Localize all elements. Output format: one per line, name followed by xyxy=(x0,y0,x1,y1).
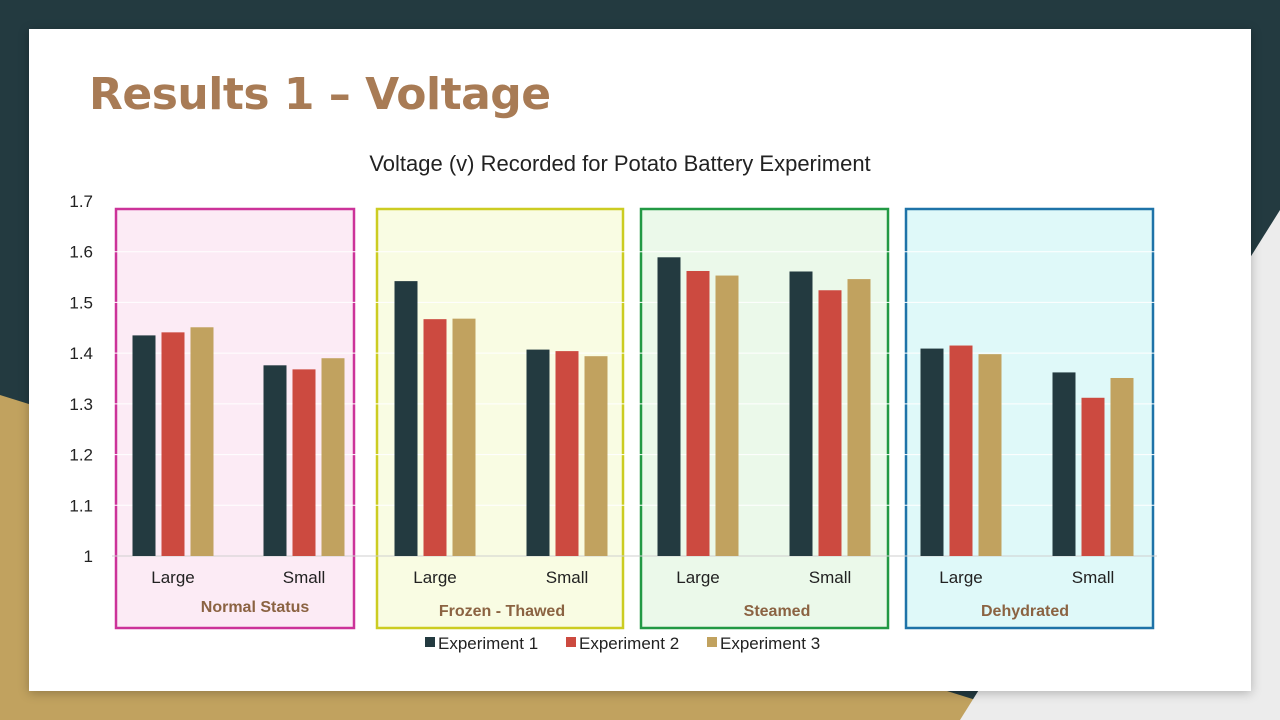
bar-experiment-2 xyxy=(686,270,710,556)
bar-experiment-2 xyxy=(423,319,447,556)
bar-experiment-3 xyxy=(321,358,345,556)
legend-label: Experiment 1 xyxy=(438,634,538,653)
bar-experiment-2 xyxy=(818,290,842,556)
y-tick-label: 1.4 xyxy=(69,344,93,363)
bar-experiment-1 xyxy=(657,257,681,556)
group-panel xyxy=(375,207,625,630)
group-label: Steamed xyxy=(744,603,811,620)
x-tick-label: Large xyxy=(413,568,456,587)
y-tick-label: 1.1 xyxy=(69,496,93,515)
slide-card: Results 1 – Voltage Voltage (v) Recorded… xyxy=(29,29,1251,691)
x-tick-label: Small xyxy=(283,568,326,587)
bar-experiment-1 xyxy=(394,281,418,556)
group-panel xyxy=(639,207,890,630)
x-tick-label: Large xyxy=(676,568,719,587)
bar-experiment-2 xyxy=(1081,397,1105,556)
bar-experiment-2 xyxy=(555,351,579,556)
bar-experiment-2 xyxy=(949,345,973,556)
legend-swatch xyxy=(566,637,576,647)
y-tick-label: 1.3 xyxy=(69,395,93,414)
group-label: Frozen - Thawed xyxy=(439,603,565,620)
bar-experiment-1 xyxy=(263,365,287,556)
x-tick-label: Small xyxy=(546,568,589,587)
legend-label: Experiment 3 xyxy=(720,634,820,653)
bar-experiment-3 xyxy=(847,279,871,556)
legend-label: Experiment 2 xyxy=(579,634,679,653)
bar-experiment-3 xyxy=(978,354,1002,556)
bar-experiment-1 xyxy=(1052,372,1076,556)
x-tick-label: Small xyxy=(1072,568,1115,587)
chart-title: Voltage (v) Recorded for Potato Battery … xyxy=(369,151,870,176)
bar-experiment-3 xyxy=(190,327,214,556)
slide-title: Results 1 – Voltage xyxy=(89,69,551,120)
y-tick-label: 1 xyxy=(84,547,93,566)
bar-experiment-1 xyxy=(132,335,156,556)
group-label: Dehydrated xyxy=(981,603,1069,620)
bar-experiment-1 xyxy=(789,271,813,556)
bar-experiment-1 xyxy=(920,348,944,556)
bar-experiment-3 xyxy=(1110,377,1134,556)
bar-experiment-2 xyxy=(292,369,316,556)
voltage-chart: Voltage (v) Recorded for Potato Battery … xyxy=(69,151,1157,653)
x-tick-label: Small xyxy=(809,568,852,587)
x-tick-label: Large xyxy=(939,568,982,587)
bar-experiment-1 xyxy=(526,349,550,556)
legend-swatch xyxy=(707,637,717,647)
y-tick-label: 1.6 xyxy=(69,243,93,262)
legend-swatch xyxy=(425,637,435,647)
y-tick-label: 1.5 xyxy=(69,293,93,312)
bar-experiment-3 xyxy=(715,275,739,556)
bar-experiment-3 xyxy=(452,318,476,556)
group-label: Normal Status xyxy=(201,599,310,616)
y-tick-label: 1.7 xyxy=(69,192,93,211)
y-tick-label: 1.2 xyxy=(69,446,93,465)
x-tick-label: Large xyxy=(151,568,194,587)
bar-experiment-2 xyxy=(161,332,185,556)
bar-experiment-3 xyxy=(584,356,608,556)
